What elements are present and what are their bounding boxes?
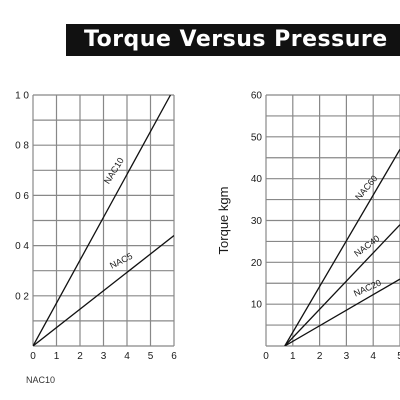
series-label: NAC20	[352, 278, 383, 299]
series-line	[284, 278, 400, 346]
series-line	[284, 149, 400, 346]
x-tick-label: 3	[344, 351, 350, 362]
series-label: NAC40	[352, 233, 381, 258]
x-tick-label: 6	[171, 351, 177, 362]
series-line	[33, 235, 174, 346]
y-tick-label: 0 6	[15, 191, 29, 202]
y-tick-label: 40	[251, 174, 263, 185]
y-tick-label: 0 2	[15, 291, 29, 302]
grid	[265, 94, 400, 347]
x-tick-label: 5	[148, 351, 154, 362]
y-tick-label: 10	[251, 300, 263, 311]
grid	[32, 94, 175, 347]
x-tick-label: 0	[30, 351, 36, 362]
x-tick-label: 1	[54, 351, 60, 362]
x-tick-label: 1	[290, 351, 296, 362]
x-tick-label: 3	[101, 351, 107, 362]
series-line	[33, 95, 172, 346]
footnote: NAC10	[26, 375, 56, 385]
y-tick-label: 30	[251, 216, 263, 227]
y-tick-label: 1 0	[15, 91, 29, 102]
x-tick-label: 5	[397, 351, 400, 362]
series-label: NAC5	[108, 251, 134, 271]
x-tick-label: 2	[317, 351, 323, 362]
x-tick-label: 4	[370, 351, 376, 362]
x-tick-label: 2	[77, 351, 83, 362]
y-axis-label: Torque kgm	[216, 187, 231, 255]
series-label: NAC60	[353, 173, 379, 202]
y-tick-label: 50	[251, 132, 263, 143]
chart-right: 0 1 2 3 4 5 10 20 30 40 50 60 Torque kgm NAC60 NAC40 NA…	[216, 91, 400, 362]
y-tick-label: 0 4	[15, 241, 29, 252]
y-tick-label: 0 8	[15, 141, 29, 152]
series-line	[284, 224, 400, 346]
y-tick-label: 20	[251, 258, 263, 269]
y-tick-label: 60	[251, 91, 263, 102]
x-tick-label: 4	[124, 351, 130, 362]
chart-title: Torque Versus Pressure	[66, 24, 400, 56]
x-tick-label: 0	[263, 351, 269, 362]
